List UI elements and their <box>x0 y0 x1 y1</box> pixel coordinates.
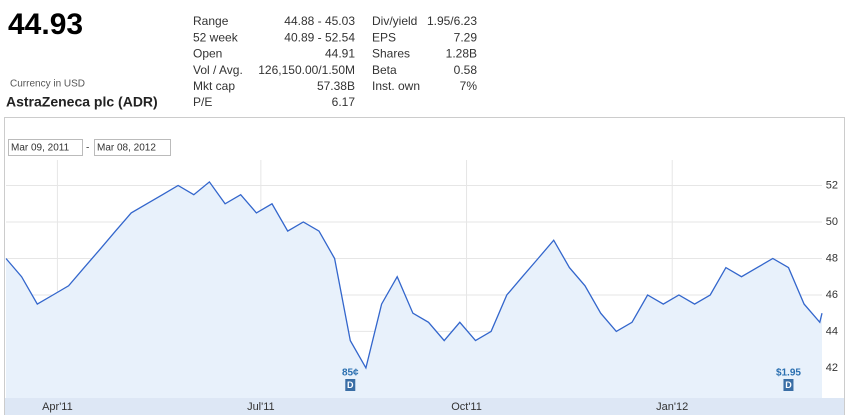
company-name: AstraZeneca plc (ADR) <box>6 94 158 110</box>
stat-value: 1.95/6.23 <box>427 14 477 28</box>
stat-label: Inst. own <box>372 79 420 93</box>
stat-label: Open <box>193 47 222 61</box>
stat-value: 57.38B <box>317 79 355 93</box>
stat-value: 0.58 <box>454 63 478 77</box>
stat-value: 1.28B <box>446 47 477 61</box>
y-tick-label: 42 <box>826 362 838 374</box>
stat-label: P/E <box>193 95 212 109</box>
price: 44.93 <box>8 8 83 41</box>
stat-label: Beta <box>372 63 397 77</box>
stat-value: 7.29 <box>454 30 478 44</box>
stat-value: 44.91 <box>325 47 355 61</box>
range-from-box[interactable] <box>8 139 83 156</box>
stat-label: 52 week <box>193 30 239 44</box>
stat-value: 7% <box>460 79 478 93</box>
dividend-flag <box>783 379 794 391</box>
y-tick-label: 48 <box>826 252 838 264</box>
stat-label: Vol / Avg. <box>193 63 243 77</box>
x-tick-label: Jan'12 <box>656 401 688 413</box>
range-separator: - <box>86 143 89 154</box>
y-tick-label: 52 <box>826 179 838 191</box>
x-axis-band <box>5 398 844 415</box>
dividend-flag-letter: D <box>785 380 792 390</box>
stat-label: Mkt cap <box>193 79 235 93</box>
dividend-amount: 85¢ <box>342 368 359 379</box>
stat-label: Div/yield <box>372 14 417 28</box>
x-tick-label: Oct'11 <box>451 401 482 413</box>
dividend-flag <box>345 379 356 391</box>
stat-value: 6.17 <box>332 95 356 109</box>
y-tick-label: 46 <box>826 289 838 301</box>
area <box>6 181 822 398</box>
dividend-amount: $1.95 <box>776 368 801 379</box>
y-tick-label: 44 <box>826 325 838 337</box>
stat-label: Range <box>193 14 229 28</box>
stat-value: 126,150.00/1.50M <box>258 63 355 77</box>
price-line <box>5 180 823 370</box>
x-tick-label: Jul'11 <box>247 401 275 413</box>
y-tick-label: 50 <box>826 216 838 228</box>
range-to-box[interactable] <box>94 139 171 156</box>
stat-value: 44.88 - 45.03 <box>284 14 355 28</box>
stat-label: EPS <box>372 30 396 44</box>
x-tick-label: Apr'11 <box>42 401 73 413</box>
range-from: Mar 09, 2011 <box>11 143 70 154</box>
currency: Currency in USD <box>10 79 85 90</box>
stat-value: 40.89 - 52.54 <box>284 30 355 44</box>
range-to: Mar 08, 2012 <box>97 143 156 154</box>
stat-label: Shares <box>372 47 410 61</box>
dividend-flag-letter: D <box>347 380 354 390</box>
